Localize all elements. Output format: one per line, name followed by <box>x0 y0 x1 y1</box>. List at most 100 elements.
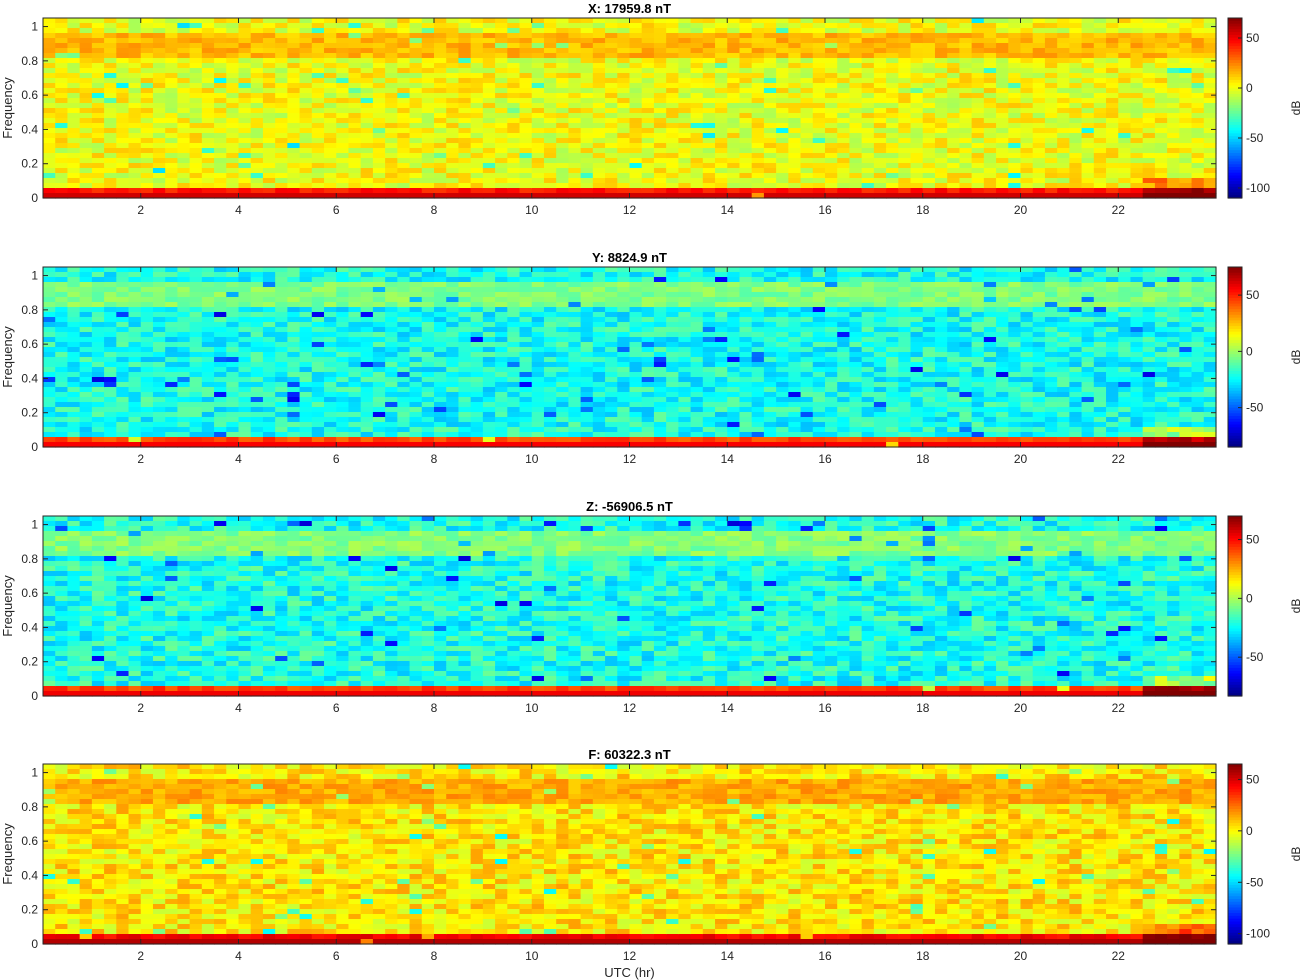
colorbar-frame <box>1227 17 1243 199</box>
colorbar-tick-label: -50 <box>1246 131 1264 145</box>
x-tick-label: 10 <box>525 949 539 963</box>
colorbar-label: dB <box>1289 101 1303 116</box>
y-axis-label: Frequency <box>0 326 15 388</box>
y-tick-label: 1 <box>31 518 38 532</box>
colorbar-frame <box>1227 763 1243 945</box>
x-axis-label: UTC (hr) <box>604 965 655 980</box>
colorbar-tick-label: 0 <box>1246 591 1253 605</box>
x-tick-label: 20 <box>1014 452 1028 466</box>
y-tick-label: 1 <box>31 20 38 34</box>
y-tick-label: 0 <box>31 689 38 703</box>
y-tick-label: 0.4 <box>21 122 38 136</box>
x-tick-label: 20 <box>1014 949 1028 963</box>
y-tick-label: 0.4 <box>21 620 38 634</box>
x-tick-label: 2 <box>137 452 144 466</box>
y-tick-label: 0.4 <box>21 868 38 882</box>
x-tick-label: 4 <box>235 203 242 217</box>
y-tick-label: 0.4 <box>21 371 38 385</box>
x-tick-label: 12 <box>623 203 637 217</box>
colorbar-label: dB <box>1289 599 1303 614</box>
x-tick-label: 22 <box>1112 452 1126 466</box>
x-tick-label: 18 <box>916 701 930 715</box>
x-tick-label: 22 <box>1112 949 1126 963</box>
y-tick-label: 0 <box>31 191 38 205</box>
subplot-4: 2 4 6 8 10 12 14 16 18 20 22 0 0.2 0.4 0.6 0.8 1 F: 60322… <box>0 747 1303 980</box>
y-tick-label: 0.6 <box>21 834 38 848</box>
y-tick-label: 0.2 <box>21 157 38 171</box>
colorbar-tick-label: 50 <box>1246 31 1260 45</box>
x-tick-label: 8 <box>431 203 438 217</box>
y-tick-label: 0.8 <box>21 800 38 814</box>
y-tick-label: 0.8 <box>21 303 38 317</box>
colorbar-tick-label: -100 <box>1246 181 1270 195</box>
x-tick-label: 10 <box>525 203 539 217</box>
spectrogram-heatmap <box>43 764 1217 945</box>
y-tick-label: 1 <box>31 766 38 780</box>
colorbar-tick-label: -50 <box>1246 650 1264 664</box>
colorbar-frame <box>1227 515 1243 697</box>
x-tick-label: 14 <box>721 949 735 963</box>
x-tick-label: 6 <box>333 949 340 963</box>
y-axis-label: Frequency <box>0 823 15 885</box>
colorbar-label: dB <box>1289 350 1303 365</box>
y-tick-label: 0.2 <box>21 655 38 669</box>
y-tick-label: 1 <box>31 269 38 283</box>
x-tick-label: 20 <box>1014 203 1028 217</box>
y-tick-label: 0 <box>31 440 38 454</box>
subplot-2: 2 4 6 8 10 12 14 16 18 20 22 0 0.2 0.4 0.6 0.8 1 Y: 8824.… <box>0 250 1303 466</box>
chart-title: Y: 8824.9 nT <box>592 250 667 265</box>
x-tick-label: 4 <box>235 452 242 466</box>
colorbar-tick-label: 0 <box>1246 81 1253 95</box>
x-tick-label: 20 <box>1014 701 1028 715</box>
y-tick-label: 0.6 <box>21 88 38 102</box>
x-tick-label: 12 <box>623 701 637 715</box>
x-tick-label: 10 <box>525 701 539 715</box>
y-tick-label: 0.2 <box>21 903 38 917</box>
subplot-1: 2 4 6 8 10 12 14 16 18 20 22 0 0.2 0.4 0.6 0.8 1 X: 17959… <box>0 1 1303 217</box>
chart-title: Z: -56906.5 nT <box>586 499 673 514</box>
x-tick-label: 18 <box>916 203 930 217</box>
x-tick-label: 14 <box>721 452 735 466</box>
x-tick-label: 16 <box>818 452 832 466</box>
colorbar-frame <box>1227 266 1243 448</box>
x-tick-label: 12 <box>623 452 637 466</box>
colorbar-tick-label: 50 <box>1246 533 1260 547</box>
x-tick-label: 2 <box>137 949 144 963</box>
x-tick-label: 2 <box>137 203 144 217</box>
colorbar-tick-label: 0 <box>1246 344 1253 358</box>
x-tick-label: 6 <box>333 203 340 217</box>
y-tick-label: 0.6 <box>21 337 38 351</box>
colorbar: 50 0 -50 -100 dB <box>1227 763 1303 945</box>
x-tick-label: 22 <box>1112 203 1126 217</box>
y-tick-label: 0.8 <box>21 552 38 566</box>
spectrogram-heatmap <box>43 18 1217 199</box>
x-tick-label: 4 <box>235 701 242 715</box>
x-tick-label: 6 <box>333 452 340 466</box>
y-axis-label: Frequency <box>0 77 15 139</box>
chart-title: X: 17959.8 nT <box>588 1 671 16</box>
x-tick-label: 18 <box>916 949 930 963</box>
colorbar-tick-label: -100 <box>1246 927 1270 941</box>
x-tick-label: 2 <box>137 701 144 715</box>
chart-title: F: 60322.3 nT <box>588 747 670 762</box>
colorbar-label: dB <box>1289 847 1303 862</box>
y-tick-label: 0 <box>31 937 38 951</box>
subplot-3: 2 4 6 8 10 12 14 16 18 20 22 0 0.2 0.4 0.6 0.8 1 Z: -5690… <box>0 499 1303 715</box>
y-axis-label: Frequency <box>0 575 15 637</box>
x-tick-label: 4 <box>235 949 242 963</box>
x-tick-label: 22 <box>1112 701 1126 715</box>
spectrogram-heatmap <box>43 516 1217 697</box>
y-tick-label: 0.6 <box>21 586 38 600</box>
colorbar-tick-label: -50 <box>1246 401 1264 415</box>
colorbar: 50 0 -50 dB <box>1227 515 1303 697</box>
x-tick-label: 6 <box>333 701 340 715</box>
colorbar-tick-label: 0 <box>1246 824 1253 838</box>
y-tick-label: 0.2 <box>21 406 38 420</box>
x-tick-label: 8 <box>431 949 438 963</box>
x-tick-label: 16 <box>818 203 832 217</box>
x-tick-label: 10 <box>525 452 539 466</box>
x-tick-label: 16 <box>818 701 832 715</box>
colorbar-tick-label: 50 <box>1246 772 1260 786</box>
x-tick-label: 14 <box>721 203 735 217</box>
